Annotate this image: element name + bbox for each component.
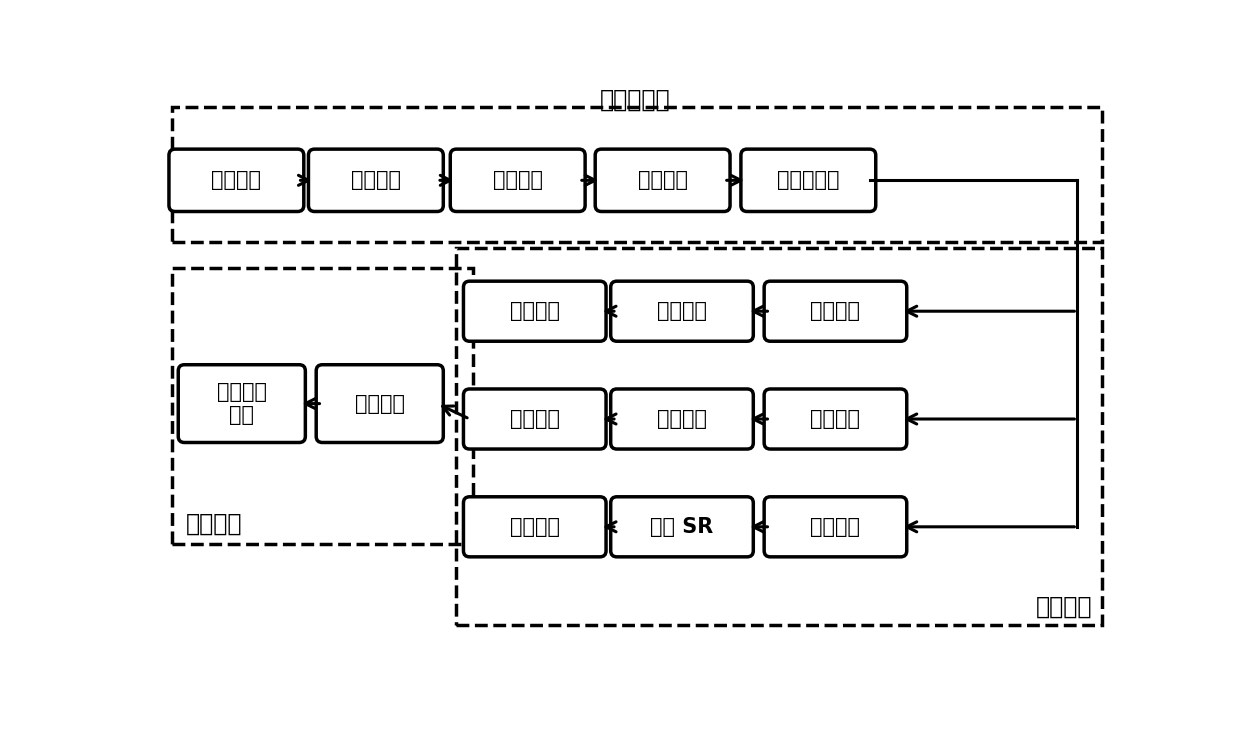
- FancyBboxPatch shape: [316, 365, 444, 443]
- Text: 质心偏移: 质心偏移: [657, 409, 707, 429]
- Text: 图像预处理: 图像预处理: [600, 87, 671, 112]
- Text: 方向偏折: 方向偏折: [510, 409, 559, 429]
- Text: 统计分析: 统计分析: [355, 394, 404, 414]
- Text: 平均 SR: 平均 SR: [650, 517, 714, 537]
- Text: 信息提取: 信息提取: [1037, 595, 1092, 619]
- FancyBboxPatch shape: [764, 389, 906, 449]
- Text: 数据评价: 数据评价: [186, 512, 243, 536]
- Text: 原始图像: 原始图像: [211, 170, 262, 191]
- FancyBboxPatch shape: [464, 281, 606, 341]
- Text: 图像滤波: 图像滤波: [637, 170, 688, 191]
- FancyBboxPatch shape: [742, 149, 875, 211]
- Text: 边缘检测: 边缘检测: [811, 302, 861, 321]
- FancyBboxPatch shape: [464, 389, 606, 449]
- FancyBboxPatch shape: [764, 281, 906, 341]
- FancyBboxPatch shape: [611, 497, 754, 557]
- FancyBboxPatch shape: [169, 149, 304, 211]
- FancyBboxPatch shape: [179, 365, 305, 443]
- FancyBboxPatch shape: [450, 149, 585, 211]
- FancyBboxPatch shape: [764, 497, 906, 557]
- FancyBboxPatch shape: [595, 149, 730, 211]
- Text: 视线误差
评价: 视线误差 评价: [217, 382, 267, 425]
- Text: 质心确定: 质心确定: [811, 409, 861, 429]
- Text: 形态学操作: 形态学操作: [777, 170, 839, 191]
- FancyBboxPatch shape: [464, 497, 606, 557]
- Text: 图像面积: 图像面积: [657, 302, 707, 321]
- FancyBboxPatch shape: [611, 389, 754, 449]
- Text: 频域变换: 频域变换: [492, 170, 543, 191]
- Text: 灰度统计: 灰度统计: [811, 517, 861, 537]
- Text: 图像分割: 图像分割: [351, 170, 401, 191]
- FancyBboxPatch shape: [611, 281, 754, 341]
- FancyBboxPatch shape: [309, 149, 444, 211]
- Text: 光斑变形: 光斑变形: [510, 302, 559, 321]
- Text: 能量衰减: 能量衰减: [510, 517, 559, 537]
